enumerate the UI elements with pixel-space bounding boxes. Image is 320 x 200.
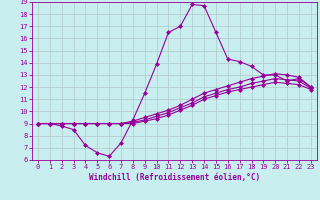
- X-axis label: Windchill (Refroidissement éolien,°C): Windchill (Refroidissement éolien,°C): [89, 173, 260, 182]
